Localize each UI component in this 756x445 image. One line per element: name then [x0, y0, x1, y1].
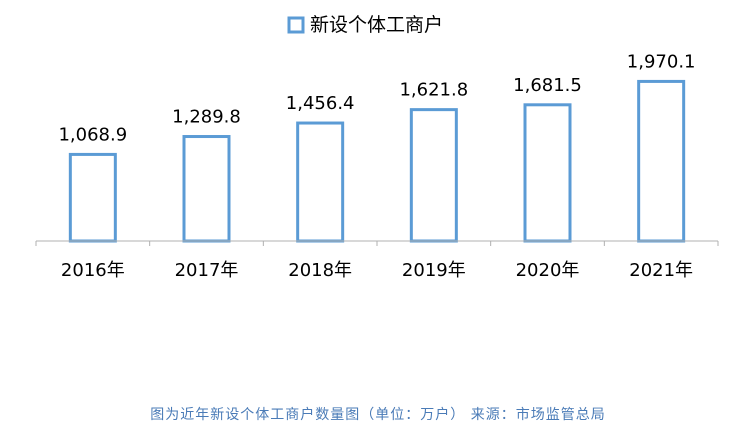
category-label: 2021年 [629, 260, 693, 281]
legend-swatch [287, 16, 305, 34]
category-label: 2018年 [288, 260, 352, 281]
x-ticks [35, 241, 719, 246]
data-label: 1,068.9 [58, 124, 127, 145]
category-label: 2020年 [516, 260, 580, 281]
data-label: 1,289.8 [172, 107, 241, 128]
value-labels: 1,068.9 1,289.8 1,456.4 1,621.8 1,681.5 1,970… [58, 51, 695, 145]
bar [637, 79, 686, 243]
data-label: 1,456.4 [286, 93, 355, 114]
data-label: 1,621.8 [399, 80, 468, 101]
bars [68, 79, 686, 243]
bar [296, 121, 345, 243]
data-label: 1,970.1 [627, 51, 696, 72]
category-labels: 2016年 2017年 2018年 2019年 2020年 2021年 [61, 260, 693, 281]
legend-label: 新设个体工商户 [310, 14, 443, 36]
category-label: 2019年 [402, 260, 466, 281]
legend: 新设个体工商户 [287, 14, 443, 36]
data-label: 1,681.5 [513, 75, 582, 96]
bar [182, 135, 231, 243]
bar [68, 152, 117, 243]
bar [409, 108, 458, 243]
category-label: 2017年 [175, 260, 239, 281]
bar [523, 103, 572, 243]
figure-caption: 图为近年新设个体工商户数量图（单位：万户） 来源：市场监管总局 [150, 407, 606, 423]
category-label: 2016年 [61, 260, 125, 281]
